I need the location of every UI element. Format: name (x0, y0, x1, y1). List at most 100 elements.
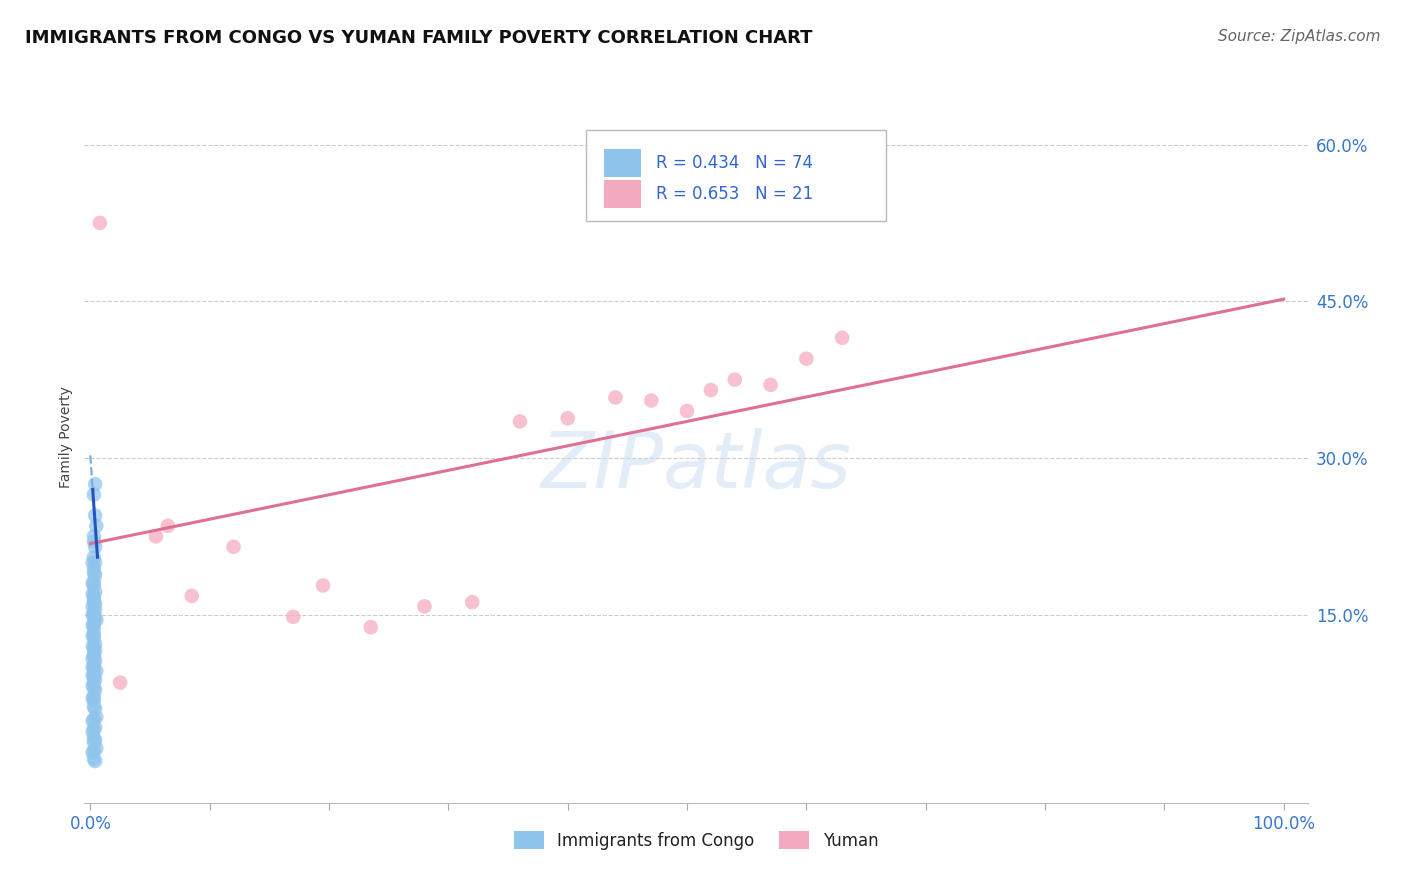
Point (84, 721, 107, 735)
Point (156, 519, 179, 533)
Point (676, 404, 699, 418)
Point (724, 373, 747, 387)
Point (84, 654, 107, 668)
Point (640, 393, 662, 408)
Point (83, 609, 105, 624)
Text: R = 0.434   N = 74: R = 0.434 N = 74 (655, 154, 813, 172)
Point (84, 613, 107, 627)
Point (84, 664, 107, 678)
Point (82, 679, 104, 693)
Point (82, 618, 104, 632)
Point (84, 733, 107, 747)
Point (312, 578, 335, 592)
Bar (605, 180, 641, 208)
Point (84, 637, 107, 651)
Point (82, 668, 104, 682)
Point (180, 589, 202, 603)
Text: R = 0.653   N = 21: R = 0.653 N = 21 (655, 186, 813, 203)
Legend: Immigrants from Congo, Yuman: Immigrants from Congo, Yuman (508, 824, 884, 856)
Point (83, 595, 105, 609)
Point (83, 699, 105, 714)
Point (84, 584, 107, 599)
Point (83, 560, 105, 574)
Point (83, 529, 105, 543)
Point (89, 216, 111, 230)
Text: ZIPatlas: ZIPatlas (540, 428, 852, 504)
Point (82, 714, 104, 729)
Point (83, 606, 105, 620)
Point (84, 702, 107, 716)
Point (605, 390, 627, 404)
Point (82, 599, 104, 614)
Point (557, 411, 579, 425)
Point (83, 743, 105, 757)
Point (84, 477, 107, 491)
Point (83, 675, 105, 690)
Point (83, 616, 105, 631)
Point (222, 540, 245, 554)
Point (83, 752, 105, 766)
Y-axis label: Family Poverty: Family Poverty (59, 386, 73, 488)
Point (83, 731, 105, 745)
Point (82, 746, 104, 760)
Point (83, 641, 105, 656)
Point (84, 540, 107, 554)
Text: Source: ZipAtlas.com: Source: ZipAtlas.com (1218, 29, 1381, 45)
Point (145, 529, 167, 543)
Point (83, 670, 105, 684)
Point (83, 662, 105, 676)
Point (83, 723, 105, 737)
Point (83, 589, 105, 603)
Bar (605, 149, 641, 177)
Point (83, 693, 105, 707)
Point (461, 595, 484, 609)
Point (84, 673, 107, 687)
Point (83, 681, 105, 695)
Text: IMMIGRANTS FROM CONGO VS YUMAN FAMILY POVERTY CORRELATION CHART: IMMIGRANTS FROM CONGO VS YUMAN FAMILY PO… (25, 29, 813, 47)
FancyBboxPatch shape (586, 130, 886, 221)
Point (84, 710, 107, 724)
Point (84, 602, 107, 616)
Point (84, 741, 107, 756)
Point (82, 576, 104, 591)
Point (82, 660, 104, 674)
Point (108, 675, 131, 690)
Point (83, 620, 105, 634)
Point (83, 657, 105, 672)
Point (82, 651, 104, 665)
Point (84, 754, 107, 768)
Point (84, 611, 107, 625)
Point (82, 691, 104, 706)
Point (83, 578, 105, 592)
Point (82, 724, 104, 739)
Point (83, 487, 105, 501)
Point (759, 377, 782, 392)
Point (83, 566, 105, 580)
Point (796, 351, 818, 366)
Point (700, 383, 723, 397)
Point (82, 607, 104, 622)
Point (509, 414, 531, 428)
Point (84, 597, 107, 611)
Point (83, 712, 105, 726)
Point (83, 690, 105, 704)
Point (83, 735, 105, 749)
Point (83, 648, 105, 662)
Point (82, 639, 104, 653)
Point (84, 508, 107, 523)
Point (831, 331, 853, 345)
Point (360, 620, 382, 634)
Point (84, 556, 107, 570)
Point (83, 592, 105, 607)
Point (283, 609, 305, 624)
Point (83, 550, 105, 565)
Point (84, 643, 107, 657)
Point (83, 534, 105, 549)
Point (83, 574, 105, 589)
Point (82, 556, 104, 570)
Point (413, 599, 436, 614)
Point (84, 519, 107, 533)
Point (82, 629, 104, 643)
Point (82, 587, 104, 601)
Point (84, 568, 107, 582)
